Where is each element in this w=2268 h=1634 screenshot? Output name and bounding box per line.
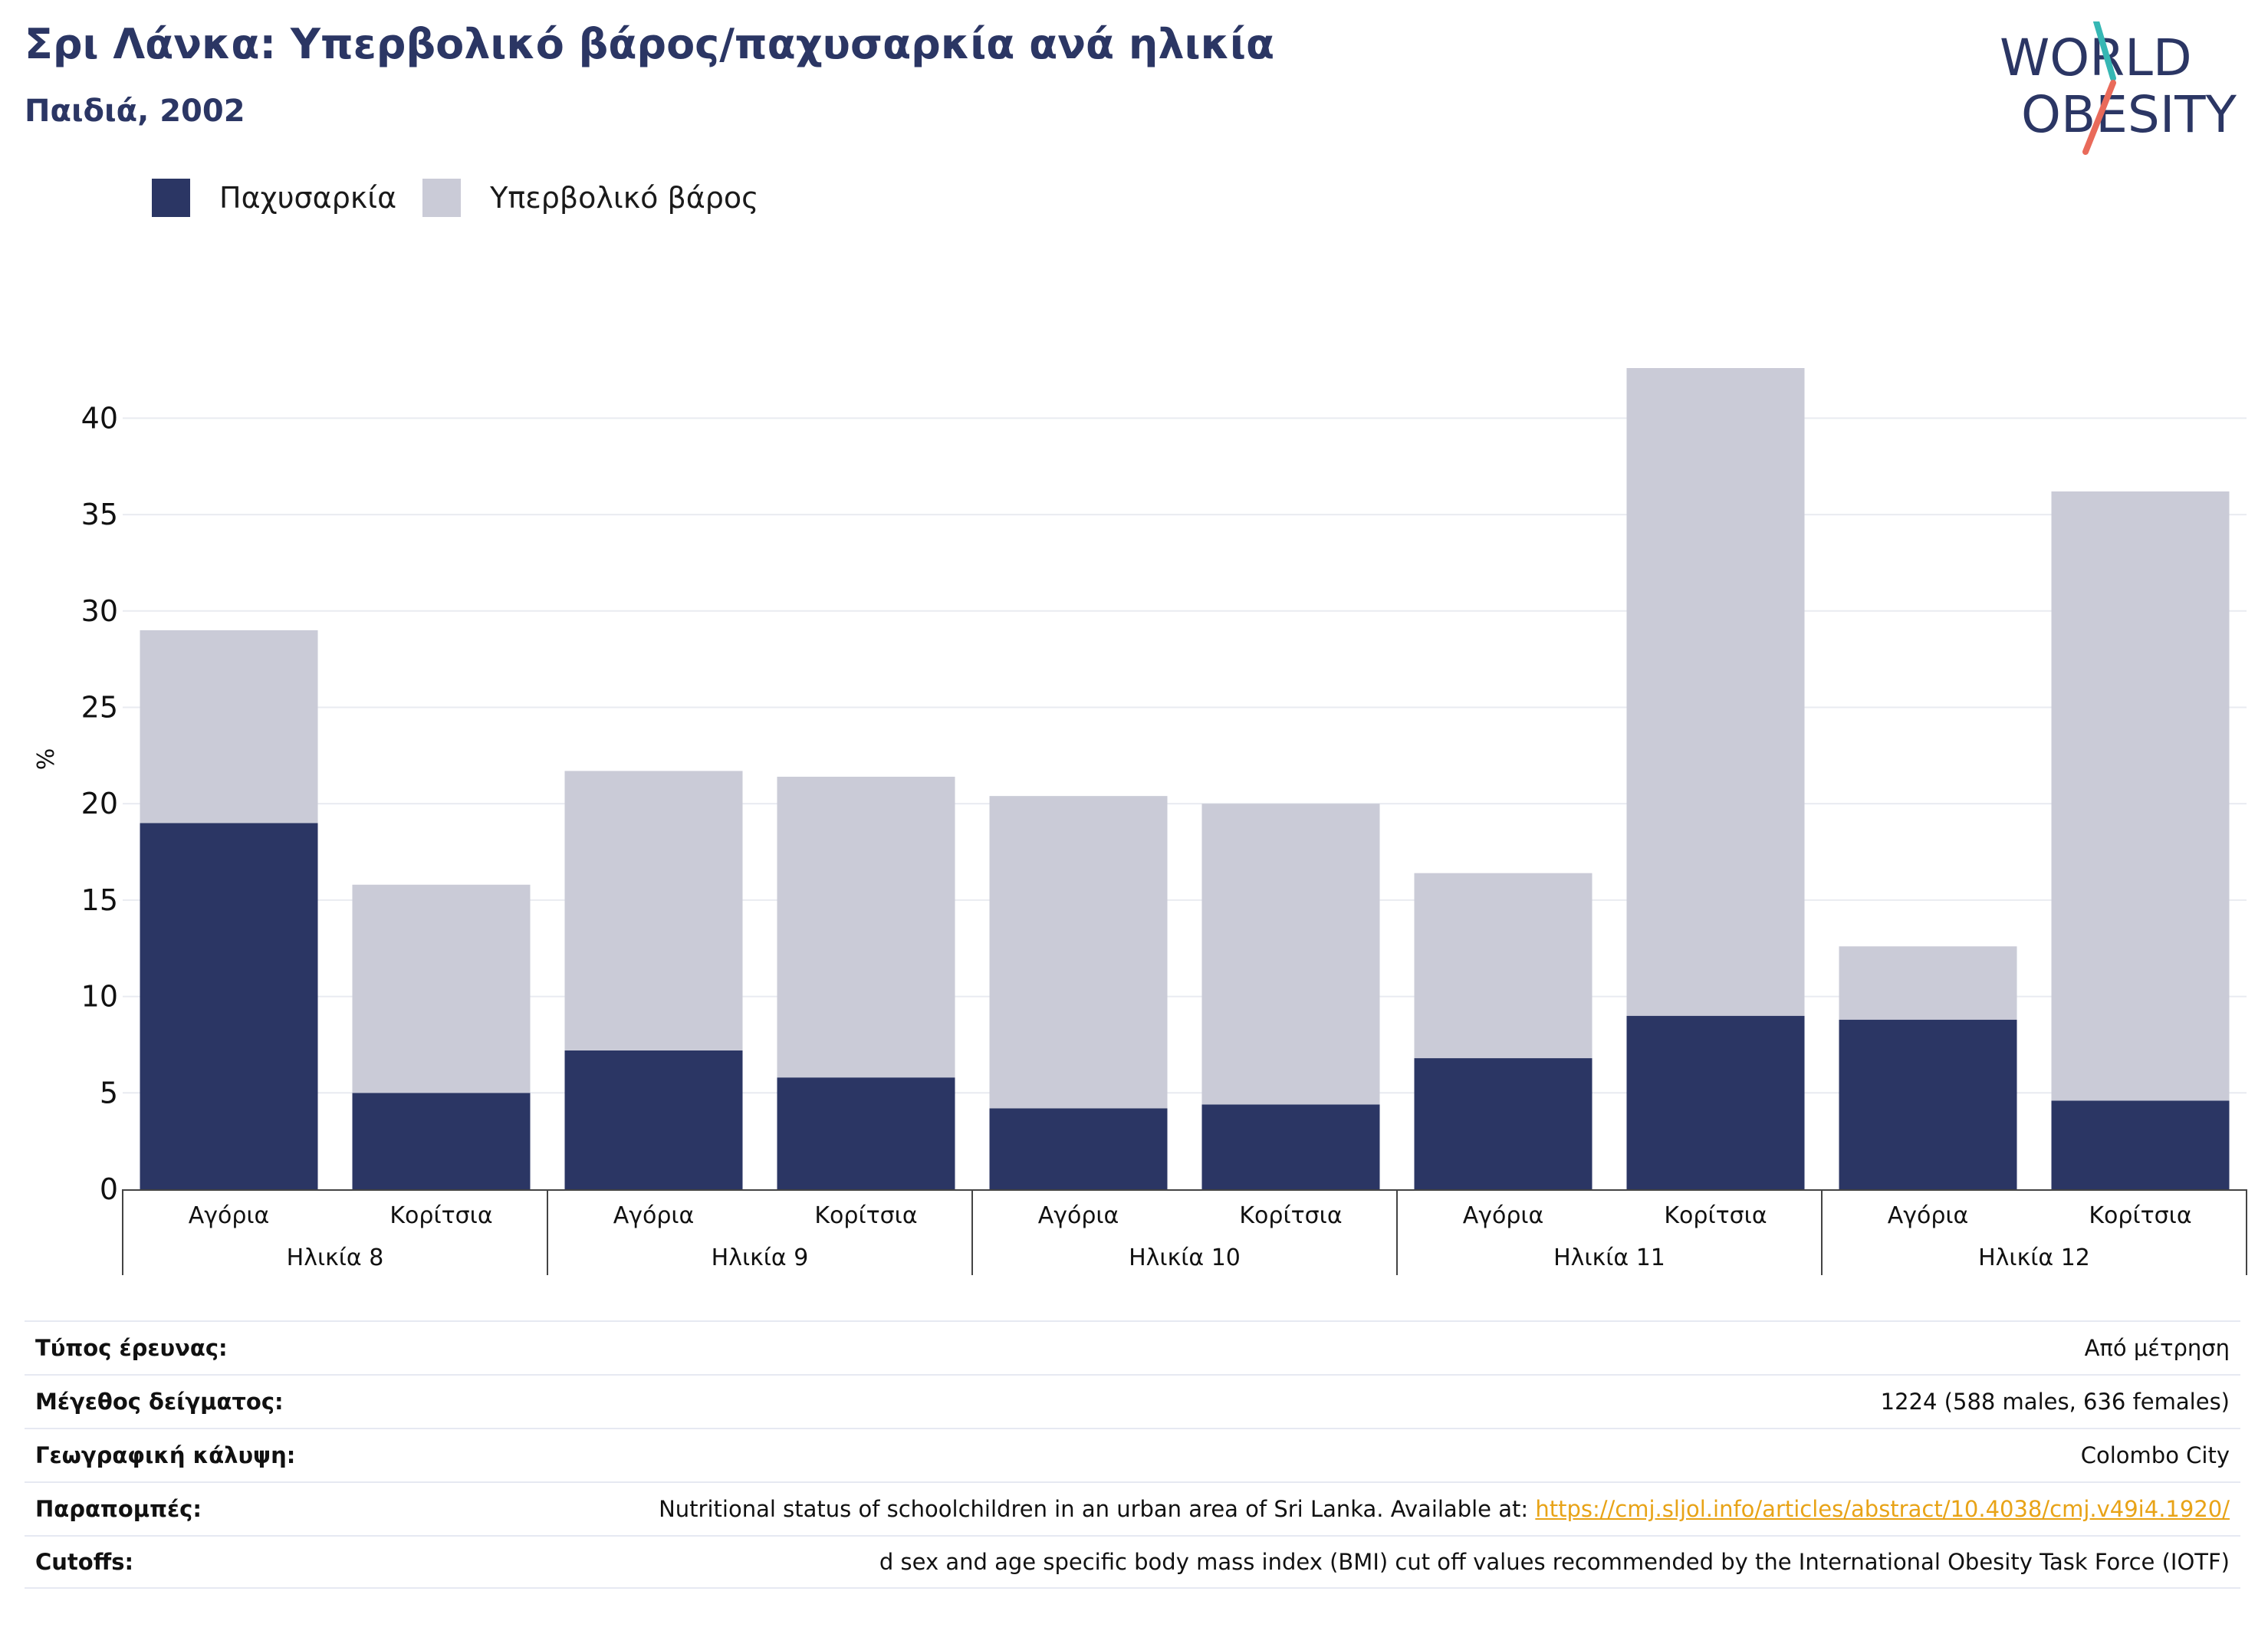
info-key-sample-size: Μέγεθος δείγματος: bbox=[35, 1389, 284, 1415]
legend-label-obesity: Παχυσαρκία bbox=[219, 181, 397, 215]
info-row-references: Παραπομπές: Nutritional status of school… bbox=[25, 1481, 2240, 1535]
reference-text: Nutritional status of schoolchildren in … bbox=[659, 1496, 1536, 1522]
bar-obesity bbox=[1839, 1019, 2017, 1189]
info-value-references: Nutritional status of schoolchildren in … bbox=[659, 1496, 2230, 1522]
bar-obesity bbox=[564, 1050, 743, 1189]
x-group-label: Ηλικία 10 bbox=[1129, 1244, 1241, 1271]
y-tick-label: 10 bbox=[81, 980, 118, 1014]
bar-obesity bbox=[777, 1077, 955, 1189]
x-category-label: Αγόρια bbox=[1038, 1202, 1119, 1229]
bar-overweight bbox=[777, 776, 955, 1078]
chart-legend: Παχυσαρκία Υπερβολικό βάρος bbox=[152, 178, 784, 218]
y-tick-label: 25 bbox=[81, 690, 118, 724]
info-key-references: Παραπομπές: bbox=[35, 1496, 202, 1522]
bar-chart: 0 5 10 15 20 25 30 35 40% Αγόρια Κορίτσια Αγόρια Κορ… bbox=[33, 368, 2247, 1275]
bar-overweight bbox=[140, 630, 318, 824]
info-row-cutoffs: Cutoffs: d sex and age specific body mas… bbox=[25, 1535, 2240, 1589]
info-value-survey-type: Από μέτρηση bbox=[2084, 1335, 2230, 1361]
bar-obesity bbox=[1414, 1058, 1593, 1189]
bar-obesity bbox=[1201, 1104, 1380, 1189]
info-value-cutoffs: d sex and age specific body mass index (… bbox=[879, 1549, 2230, 1575]
legend-swatch-overweight bbox=[422, 179, 462, 217]
x-category-label: Αγόρια bbox=[1888, 1202, 1969, 1229]
x-group-label: Ηλικία 12 bbox=[1978, 1244, 2090, 1271]
reference-link[interactable]: https://cmj.sljol.info/articles/abstract… bbox=[1535, 1496, 2230, 1522]
info-row-coverage: Γεωγραφική κάλυψη: Colombo City bbox=[25, 1428, 2240, 1481]
bar-obesity bbox=[989, 1108, 1168, 1189]
x-category-label: Αγόρια bbox=[189, 1202, 270, 1229]
x-group-label: Ηλικία 11 bbox=[1553, 1244, 1665, 1271]
logo-line2: OBESITY bbox=[2021, 85, 2237, 144]
legend-item-overweight[interactable]: Υπερβολικό βάρος bbox=[422, 179, 758, 217]
x-category-label: Αγόρια bbox=[613, 1202, 695, 1229]
x-group-label: Ηλικία 9 bbox=[712, 1244, 809, 1271]
info-value-sample-size: 1224 (588 males, 636 females) bbox=[1880, 1389, 2230, 1415]
bar-obesity bbox=[1626, 1015, 1805, 1189]
info-row-survey-type: Τύπος έρευνας: Από μέτρηση bbox=[25, 1320, 2240, 1374]
y-tick-label: 30 bbox=[81, 594, 118, 628]
x-category-label: Κορίτσια bbox=[1664, 1202, 1767, 1229]
chart-subtitle: Παιδιά, 2002 bbox=[25, 94, 245, 129]
y-tick-label: 0 bbox=[100, 1172, 118, 1206]
logo-slash-teal bbox=[2093, 21, 2116, 81]
bar-obesity bbox=[2051, 1100, 2230, 1189]
x-category-label: Κορίτσια bbox=[2089, 1202, 2191, 1229]
x-category-label: Κορίτσια bbox=[814, 1202, 917, 1229]
bar-obesity bbox=[140, 823, 318, 1189]
y-tick-label: 15 bbox=[81, 883, 118, 917]
logo-line1: WORLD bbox=[2000, 28, 2192, 87]
x-category-label: Κορίτσια bbox=[390, 1202, 492, 1229]
info-key-survey-type: Τύπος έρευνας: bbox=[35, 1335, 228, 1361]
bar-overweight bbox=[1626, 368, 1805, 1016]
bar-overweight bbox=[2051, 491, 2230, 1101]
bar-overweight bbox=[564, 771, 743, 1050]
x-category-label: Αγόρια bbox=[1463, 1202, 1544, 1229]
bar-overweight bbox=[1201, 804, 1380, 1105]
info-key-cutoffs: Cutoffs: bbox=[35, 1549, 134, 1575]
info-value-coverage: Colombo City bbox=[2080, 1442, 2230, 1468]
legend-swatch-obesity bbox=[152, 179, 190, 217]
logo-slash-coral bbox=[2082, 80, 2116, 155]
y-axis-label: % bbox=[33, 748, 60, 771]
survey-info-table: Τύπος έρευνας: Από μέτρηση Μέγεθος δείγμ… bbox=[25, 1320, 2240, 1589]
bar-obesity bbox=[352, 1093, 531, 1189]
y-tick-label: 20 bbox=[81, 787, 118, 820]
info-row-sample-size: Μέγεθος δείγματος: 1224 (588 males, 636 … bbox=[25, 1374, 2240, 1428]
legend-item-obesity[interactable]: Παχυσαρκία bbox=[152, 179, 396, 217]
y-tick-label: 40 bbox=[81, 401, 118, 435]
info-key-coverage: Γεωγραφική κάλυψη: bbox=[35, 1442, 296, 1468]
bar-overweight bbox=[352, 884, 531, 1093]
bar-overweight bbox=[1839, 946, 2017, 1020]
x-category-label: Κορίτσια bbox=[1239, 1202, 1342, 1229]
x-group-label: Ηλικία 8 bbox=[287, 1244, 384, 1271]
bar-overweight bbox=[989, 796, 1168, 1109]
legend-label-overweight: Υπερβολικό βάρος bbox=[490, 181, 759, 215]
y-tick-label: 5 bbox=[100, 1076, 118, 1110]
chart-title: Σρι Λάνκα: Υπερβολικό βάρος/παχυσαρκία α… bbox=[25, 20, 1275, 68]
world-obesity-logo: WORLD OBESITY bbox=[2000, 21, 2237, 155]
y-tick-label: 35 bbox=[81, 498, 118, 531]
bar-overweight bbox=[1414, 873, 1593, 1059]
